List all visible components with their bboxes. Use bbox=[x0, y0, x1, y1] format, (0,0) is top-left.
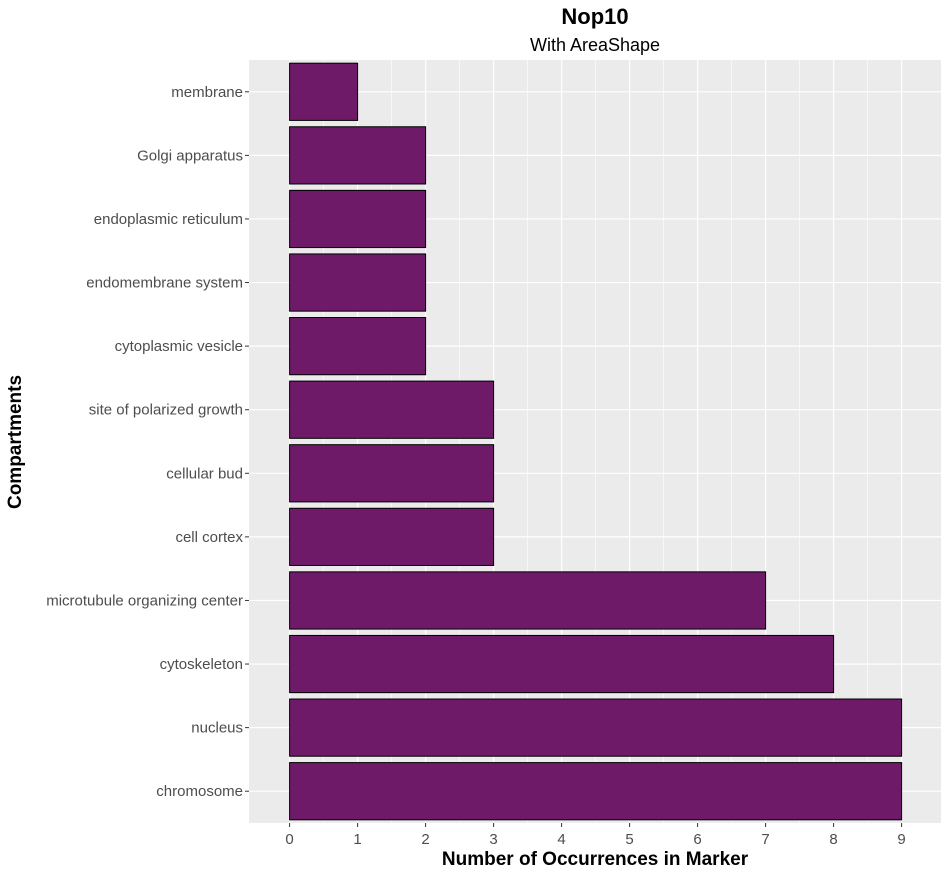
y-tick-label: cytoskeleton bbox=[160, 656, 243, 673]
y-tick-label: cytoplasmic vesicle bbox=[115, 338, 243, 355]
y-tick-label: membrane bbox=[171, 84, 243, 101]
bars bbox=[289, 62, 903, 821]
y-tick-label: Golgi apparatus bbox=[137, 147, 243, 164]
bar bbox=[289, 317, 427, 376]
x-tick-label: 2 bbox=[421, 831, 429, 848]
x-tick-label: 3 bbox=[489, 831, 497, 848]
x-tick-label: 7 bbox=[761, 831, 769, 848]
x-tick-label: 6 bbox=[693, 831, 701, 848]
x-axis-ticks: 0 1 2 3 4 5 6 7 8 9 bbox=[285, 823, 906, 848]
y-tick-label: endomembrane system bbox=[86, 275, 243, 292]
bar bbox=[289, 571, 767, 630]
x-tick-label: 1 bbox=[353, 831, 361, 848]
bar bbox=[289, 62, 359, 121]
y-tick-label: cell cortex bbox=[175, 529, 243, 546]
y-tick-label: nucleus bbox=[191, 720, 243, 737]
bar bbox=[289, 634, 835, 694]
bar bbox=[289, 189, 427, 249]
x-tick-label: 9 bbox=[897, 831, 905, 848]
bar bbox=[289, 698, 903, 757]
y-tick-label: endoplasmic reticulum bbox=[94, 211, 243, 228]
y-tick-label: cellular bud bbox=[166, 465, 243, 482]
chart-title: Nop10 bbox=[561, 4, 628, 29]
bar bbox=[289, 762, 903, 821]
y-tick-label: site of polarized growth bbox=[89, 402, 243, 419]
x-tick-label: 8 bbox=[829, 831, 837, 848]
y-tick-label: microtubule organizing center bbox=[46, 592, 243, 609]
y-axis-ticks: membrane Golgi apparatus endoplasmic retic… bbox=[46, 84, 249, 800]
bar bbox=[289, 253, 427, 312]
x-tick-label: 4 bbox=[557, 831, 565, 848]
grid-lines bbox=[249, 60, 941, 823]
x-axis-title: Number of Occurrences in Marker bbox=[442, 849, 749, 870]
bar bbox=[289, 444, 495, 503]
bar bbox=[289, 126, 427, 185]
y-axis-title: Compartments bbox=[5, 375, 26, 509]
chart-subtitle: With AreaShape bbox=[530, 35, 660, 55]
y-tick-label: chromosome bbox=[156, 783, 243, 800]
plot-panel bbox=[249, 60, 941, 823]
bar bbox=[289, 507, 495, 566]
bar bbox=[289, 380, 495, 439]
x-tick-label: 0 bbox=[285, 831, 293, 848]
x-tick-label: 5 bbox=[625, 831, 633, 848]
